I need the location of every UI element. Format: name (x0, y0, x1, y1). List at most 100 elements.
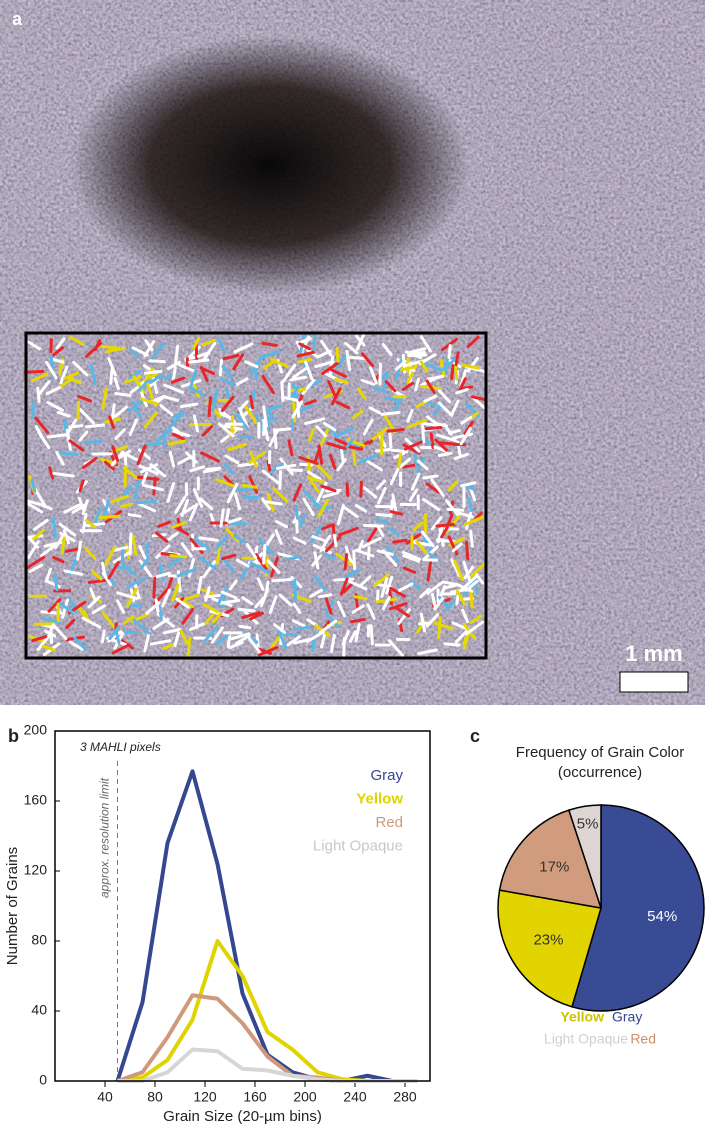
grain-marker (84, 546, 97, 561)
grain-marker (190, 387, 205, 397)
grain-marker (272, 487, 289, 503)
grain-marker (287, 468, 303, 473)
grain-marker (437, 616, 442, 639)
grain-marker (152, 476, 157, 496)
grain-marker (304, 399, 317, 406)
grain-marker (353, 595, 368, 601)
grain-marker (386, 526, 400, 536)
grain-marker (325, 613, 340, 628)
grain-marker (81, 499, 89, 516)
grain-marker (83, 439, 103, 445)
grain-marker (221, 556, 235, 573)
grain-marker (375, 479, 387, 490)
grain-marker (333, 577, 355, 582)
grain-marker (139, 556, 151, 570)
grain-marker (161, 588, 171, 608)
pie-slice (567, 804, 602, 909)
grain-marker (446, 507, 465, 512)
grain-marker (320, 339, 333, 357)
grain-marker (345, 482, 350, 497)
grain-marker (268, 404, 282, 411)
grain-marker (111, 643, 131, 655)
grain-marker (107, 560, 120, 580)
grain-marker (391, 493, 398, 514)
grain-marker (85, 522, 106, 528)
grain-marker (359, 575, 372, 587)
grain-marker (203, 625, 219, 643)
grain-marker (465, 540, 470, 561)
grain-marker (269, 634, 282, 651)
grain-marker (306, 476, 324, 484)
grain-marker (155, 544, 171, 559)
grain-marker (166, 360, 181, 371)
grain-marker (179, 402, 199, 409)
grain-marker (351, 604, 365, 614)
grain-marker (387, 639, 405, 657)
grain-marker (99, 344, 120, 350)
grain-marker (47, 598, 62, 613)
grain-marker (266, 559, 281, 575)
grain-marker (406, 408, 414, 423)
grain-marker (426, 415, 442, 428)
grain-marker (133, 582, 141, 600)
grain-marker (45, 385, 63, 396)
grain-marker (171, 432, 185, 441)
grain-marker (451, 542, 463, 553)
grain-marker (278, 593, 293, 607)
grain-marker (412, 521, 424, 532)
grain-marker (419, 612, 427, 633)
grain-marker (385, 396, 401, 402)
grain-marker (447, 480, 459, 492)
grain-marker (332, 533, 338, 548)
x-axis-title: Grain Size (20-µm bins) (163, 1108, 322, 1125)
grain-marker (273, 428, 278, 450)
grain-marker (437, 401, 454, 417)
grain-marker (467, 497, 473, 512)
grain-marker (232, 353, 245, 371)
panel-label: b (8, 726, 19, 746)
grain-marker (420, 421, 438, 427)
grain-marker (173, 631, 181, 647)
grain-marker (69, 336, 85, 346)
grain-marker (389, 586, 407, 598)
grain-marker (436, 526, 444, 544)
grain-marker (110, 494, 129, 504)
grain-marker (228, 579, 238, 591)
grain-marker (52, 471, 75, 478)
grain-marker (389, 499, 394, 518)
x-tick-label: 40 (97, 1089, 113, 1105)
grain-marker (59, 451, 79, 456)
grain-marker (339, 577, 349, 596)
grain-marker (87, 578, 109, 584)
grain-marker (411, 351, 426, 356)
grain-marker (113, 376, 120, 391)
grain-marker (132, 618, 151, 635)
grain-marker (41, 644, 56, 652)
grain-marker (132, 400, 142, 419)
grain-marker (381, 595, 391, 611)
grain-marker (368, 406, 382, 415)
grain-marker (215, 478, 236, 488)
grain-marker (123, 452, 128, 468)
grain-marker (317, 593, 333, 599)
grain-marker (327, 380, 338, 399)
grain-marker (228, 517, 242, 524)
grain-marker (335, 427, 354, 437)
legend-label: Light Opaque (313, 837, 403, 854)
grain-marker (98, 514, 121, 520)
grain-marker (433, 597, 445, 611)
grain-marker (264, 500, 283, 506)
grain-marker (180, 542, 193, 558)
grain-marker (449, 587, 472, 594)
grain-marker (307, 428, 315, 442)
grain-marker (310, 525, 323, 544)
grain-marker (192, 488, 204, 508)
grain-marker (71, 502, 88, 514)
grain-marker (225, 527, 239, 543)
grain-marker (377, 486, 387, 505)
grain-marker (78, 408, 95, 425)
grain-marker (443, 642, 461, 647)
grain-marker (366, 603, 376, 620)
grain-marker (256, 577, 265, 591)
grain-marker (238, 624, 252, 630)
